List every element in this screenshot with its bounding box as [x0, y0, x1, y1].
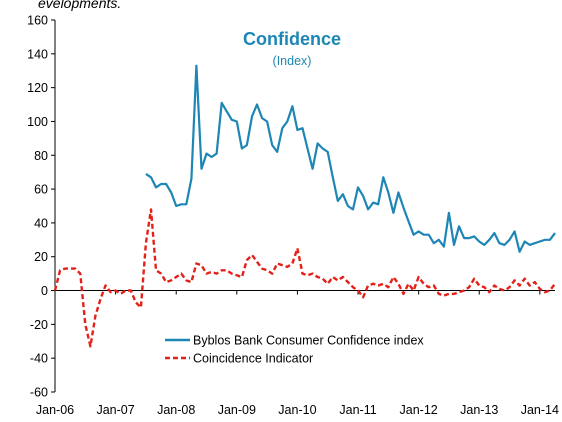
- x-tick-label: Jan-13: [460, 403, 498, 417]
- chart-subtitle: (Index): [273, 54, 312, 68]
- x-tick-label: Jan-11: [339, 403, 376, 417]
- series-line-coincidence-indicator: [53, 208, 556, 348]
- x-tick-label: Jan-14: [521, 403, 559, 417]
- y-tick-label: 60: [34, 183, 48, 197]
- y-tick-label: 120: [27, 81, 48, 95]
- x-tick-label: Jan-10: [278, 403, 316, 417]
- legend-label-coincidence-indicator: Coincidence Indicator: [193, 352, 313, 366]
- y-tick-label: -60: [30, 386, 48, 400]
- y-tick-label: -20: [30, 318, 48, 332]
- y-tick-label: 0: [41, 284, 48, 298]
- series-layer: [53, 64, 556, 348]
- y-tick-label: 20: [34, 250, 48, 264]
- series-line-confidence-index: [145, 64, 556, 253]
- x-tick-label: Jan-06: [36, 403, 74, 417]
- x-axis-ticks: Jan-06 Jan-07 Jan-08 Jan-09 Jan-10 Jan-11 Jan-…: [36, 290, 559, 417]
- x-tick-label: Jan-12: [400, 403, 438, 417]
- chart-axes: [54, 20, 555, 392]
- chart-title: Confidence: [243, 29, 341, 49]
- caption-text: evelopments.: [38, 0, 121, 11]
- legend-label-confidence-index: Byblos Bank Consumer Confidence index: [193, 334, 424, 348]
- y-tick-label: -40: [30, 352, 48, 366]
- x-tick-label: Jan-07: [96, 403, 134, 417]
- y-tick-label: 40: [34, 216, 48, 230]
- y-tick-label: 80: [34, 149, 48, 163]
- x-tick-label: Jan-09: [218, 403, 256, 417]
- y-tick-label: 140: [27, 47, 48, 61]
- legend: Byblos Bank Consumer Confidence index Co…: [165, 334, 424, 366]
- y-tick-label: 100: [27, 115, 48, 129]
- x-tick-label: Jan-08: [157, 403, 195, 417]
- y-axis-ticks: -60 -40 -20 0 20 40 60 80 100 120 140 160: [27, 14, 55, 400]
- y-tick-label: 160: [27, 14, 48, 28]
